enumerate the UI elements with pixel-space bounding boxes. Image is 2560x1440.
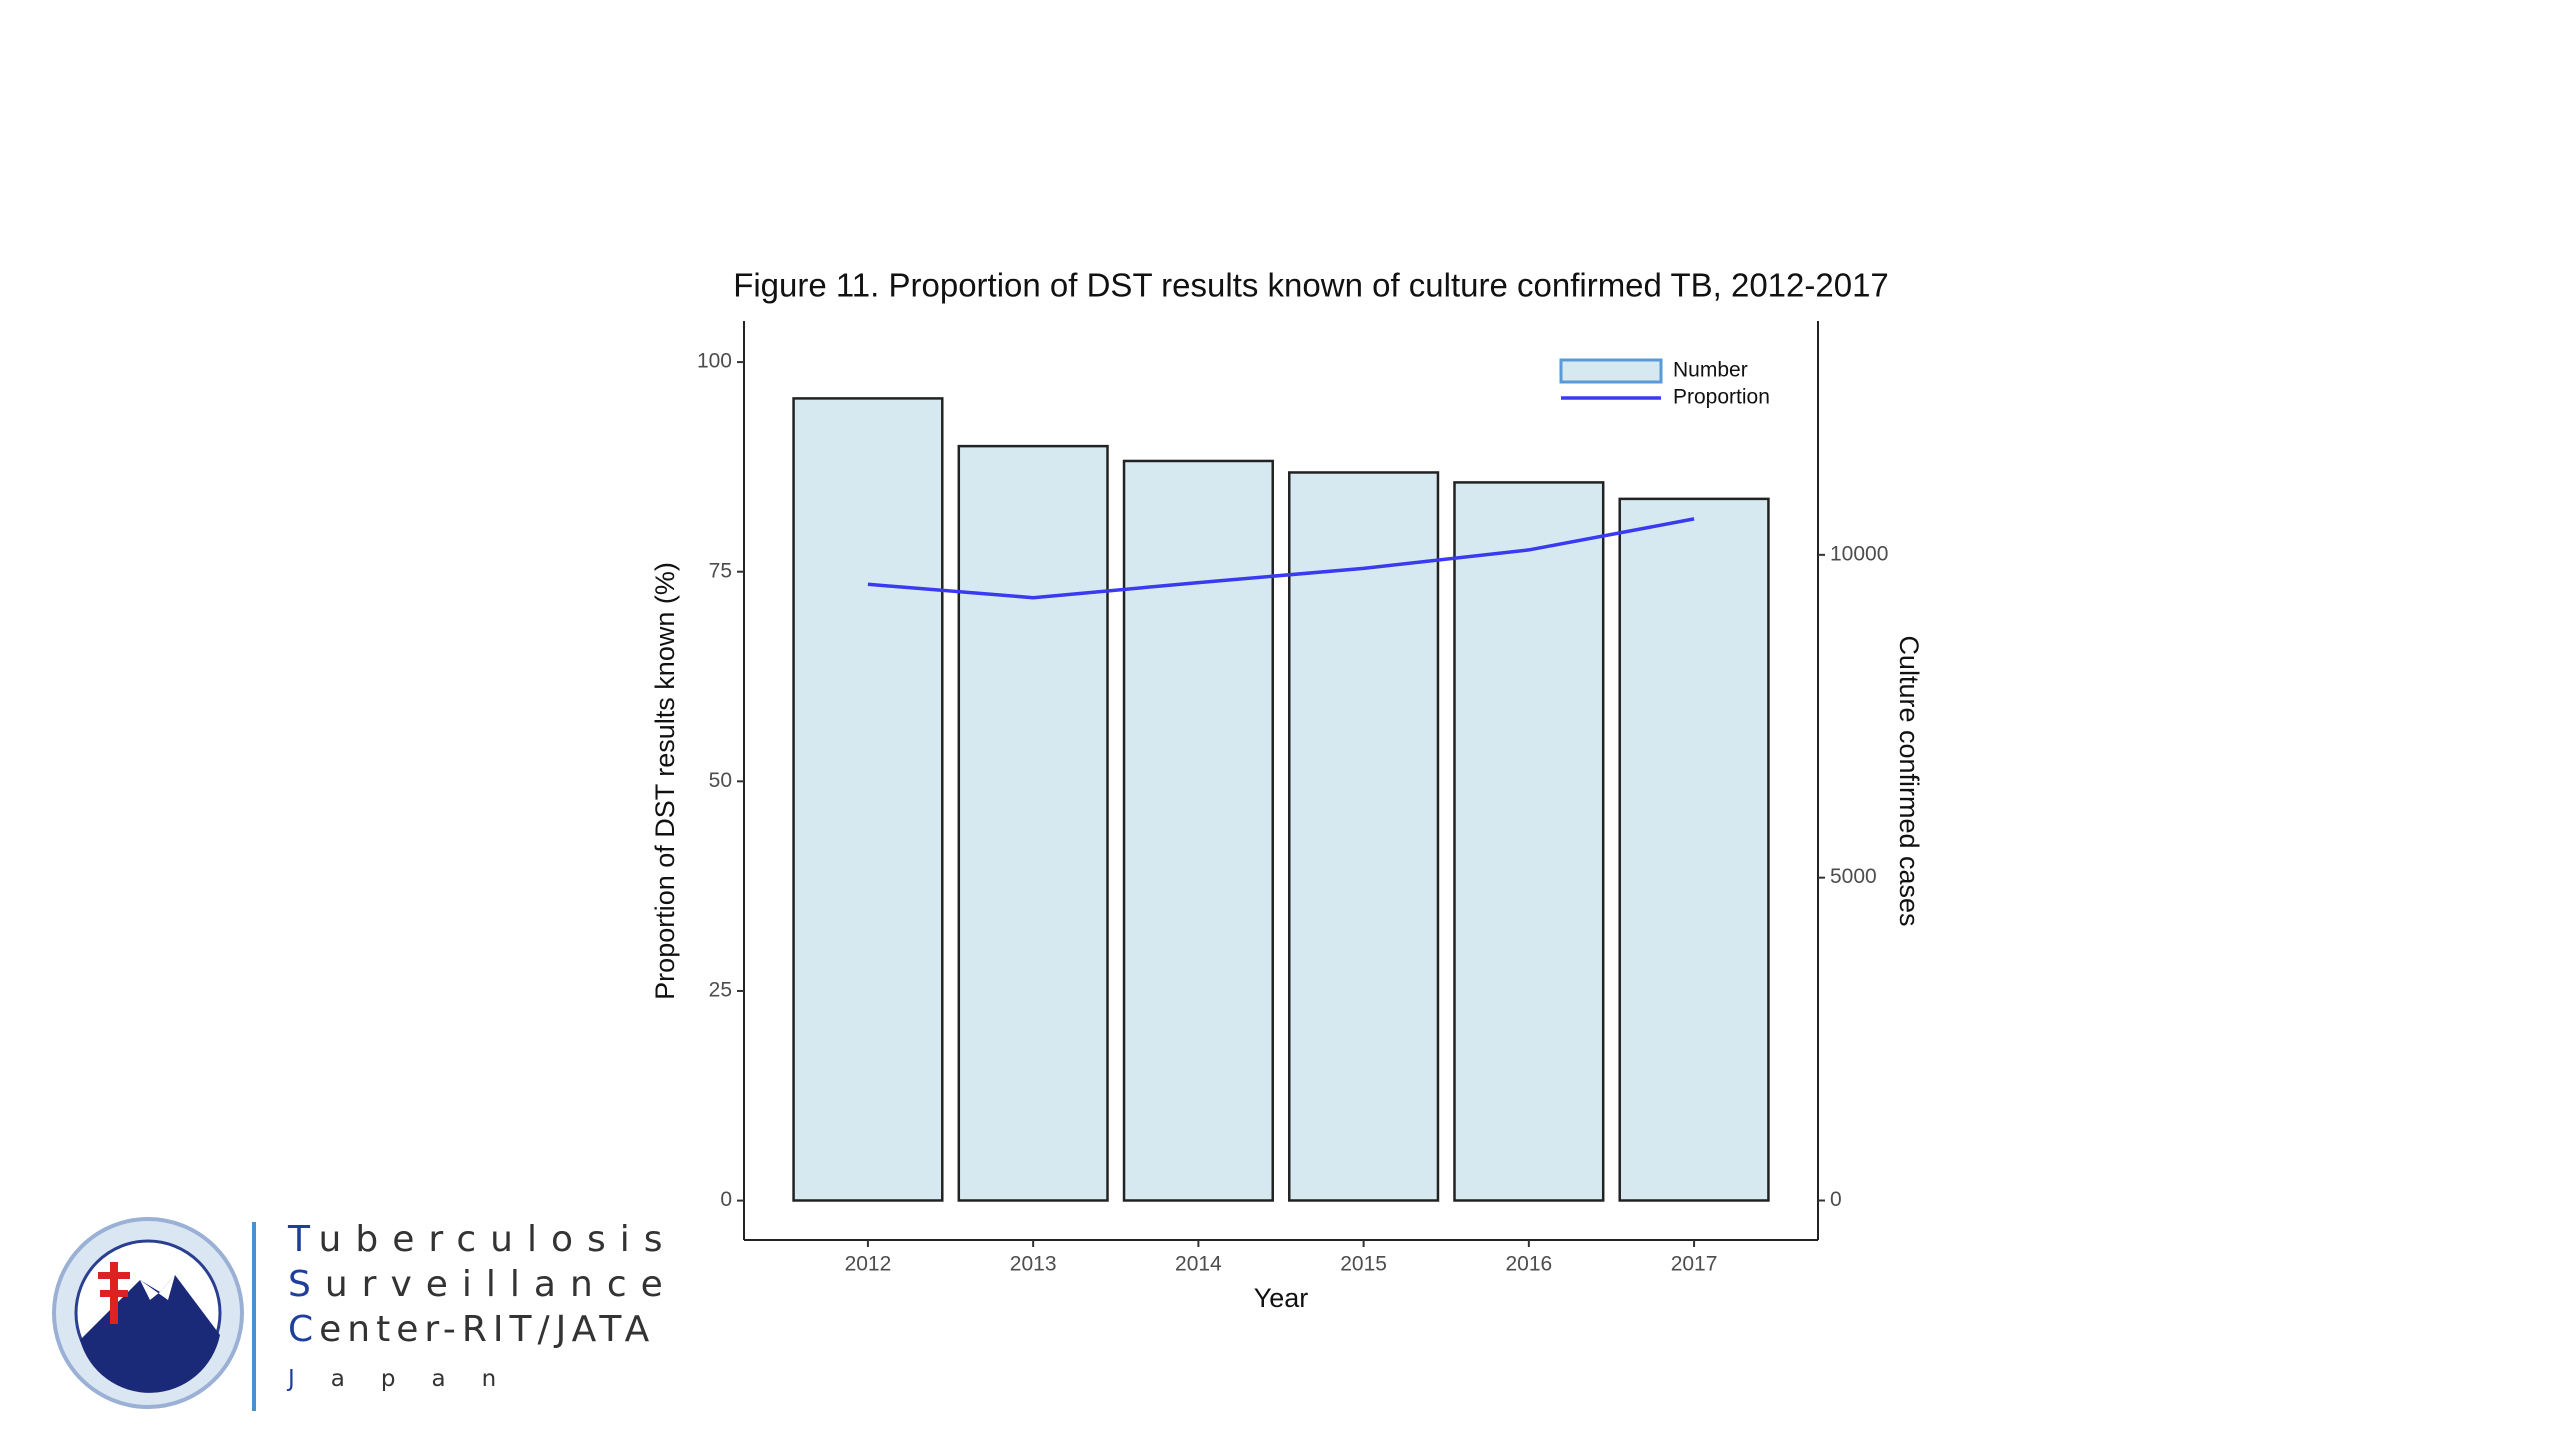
y2-tick-label: 0 (1830, 1188, 1842, 1211)
logo-text: Tuberculosis (288, 1219, 677, 1260)
legend-label: Number (1673, 359, 1748, 382)
y2-tick-label: 5000 (1830, 865, 1877, 888)
y-tick-label: 75 (709, 559, 732, 582)
x-tick-label: 2016 (1505, 1253, 1552, 1276)
y2-tick-label: 10000 (1830, 542, 1888, 565)
y-axis-title: Proportion of DST results known (%) (650, 562, 680, 1000)
y2-axis-title: Culture confirmed cases (1894, 635, 1924, 926)
y-tick-label: 100 (697, 350, 732, 373)
legend-label: Proportion (1673, 386, 1770, 409)
y-tick-label: 50 (709, 769, 732, 792)
bar (1618, 497, 1770, 1202)
x-tick-label: 2012 (845, 1253, 892, 1276)
bar (957, 444, 1109, 1202)
y-tick-label: 25 (709, 979, 732, 1002)
line (867, 517, 1695, 600)
legend-swatch (1559, 358, 1663, 384)
x-axis-title: Year (1254, 1283, 1309, 1313)
logo-text: Japan (288, 1366, 533, 1392)
chart-title: Figure 11. Proportion of DST results kno… (733, 267, 1889, 304)
logo-text: Center-RIT/JATA (288, 1309, 656, 1350)
y-tick-label: 0 (720, 1188, 732, 1211)
x-tick-label: 2014 (1175, 1253, 1222, 1276)
bar (1122, 459, 1274, 1202)
x-tick-label: 2017 (1671, 1253, 1718, 1276)
bar (792, 397, 944, 1202)
logo-text: Surveillance (288, 1264, 677, 1305)
x-tick-label: 2013 (1010, 1253, 1057, 1276)
logo-emblem (52, 1217, 244, 1409)
bar (1453, 481, 1605, 1202)
x-tick-label: 2015 (1340, 1253, 1387, 1276)
bar (1288, 471, 1440, 1202)
